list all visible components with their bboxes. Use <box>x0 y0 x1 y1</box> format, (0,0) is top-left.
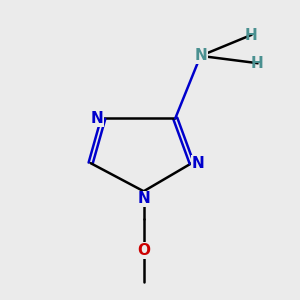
Text: N: N <box>91 111 103 126</box>
Text: O: O <box>137 243 150 258</box>
Text: N: N <box>194 48 207 63</box>
Text: H: H <box>251 56 264 71</box>
Text: N: N <box>192 156 204 171</box>
Text: N: N <box>137 191 150 206</box>
Text: H: H <box>245 28 257 43</box>
